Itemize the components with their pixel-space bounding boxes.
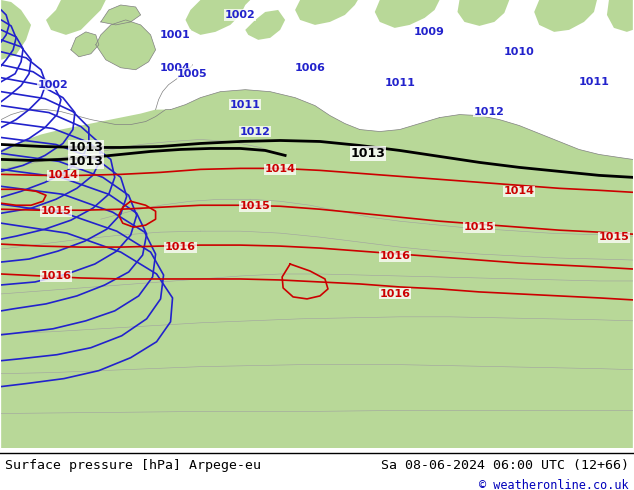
Text: 1004: 1004 <box>160 63 191 73</box>
Text: 1005: 1005 <box>177 69 208 79</box>
Text: 1015: 1015 <box>598 232 630 242</box>
Text: 1014: 1014 <box>504 186 534 196</box>
Text: 1016: 1016 <box>379 251 410 261</box>
Text: 1009: 1009 <box>414 27 445 37</box>
Text: 1013: 1013 <box>68 155 103 168</box>
Text: 1012: 1012 <box>474 107 505 117</box>
Text: 1001: 1001 <box>160 30 191 40</box>
Text: Sa 08-06-2024 06:00 UTC (12+66): Sa 08-06-2024 06:00 UTC (12+66) <box>381 459 629 472</box>
Text: 1011: 1011 <box>579 77 609 87</box>
Text: 1014: 1014 <box>264 164 295 174</box>
Text: 1011: 1011 <box>230 99 261 110</box>
Text: 1016: 1016 <box>41 271 72 281</box>
Text: 1010: 1010 <box>504 47 534 57</box>
Text: Surface pressure [hPa] Arpege-eu: Surface pressure [hPa] Arpege-eu <box>5 459 261 472</box>
Text: 1015: 1015 <box>464 222 495 232</box>
Text: 1013: 1013 <box>68 141 103 154</box>
Text: 1002: 1002 <box>37 80 68 90</box>
Text: 1016: 1016 <box>165 242 196 252</box>
Text: 1002: 1002 <box>225 10 256 20</box>
Text: 1015: 1015 <box>41 206 72 216</box>
Text: 1011: 1011 <box>384 78 415 88</box>
Text: © weatheronline.co.uk: © weatheronline.co.uk <box>479 479 629 490</box>
Text: 1016: 1016 <box>379 289 410 299</box>
Text: 1006: 1006 <box>295 63 325 73</box>
Text: 1014: 1014 <box>48 171 79 180</box>
Text: 1015: 1015 <box>240 201 271 211</box>
Text: 1013: 1013 <box>351 147 385 160</box>
Text: 1012: 1012 <box>240 126 271 137</box>
